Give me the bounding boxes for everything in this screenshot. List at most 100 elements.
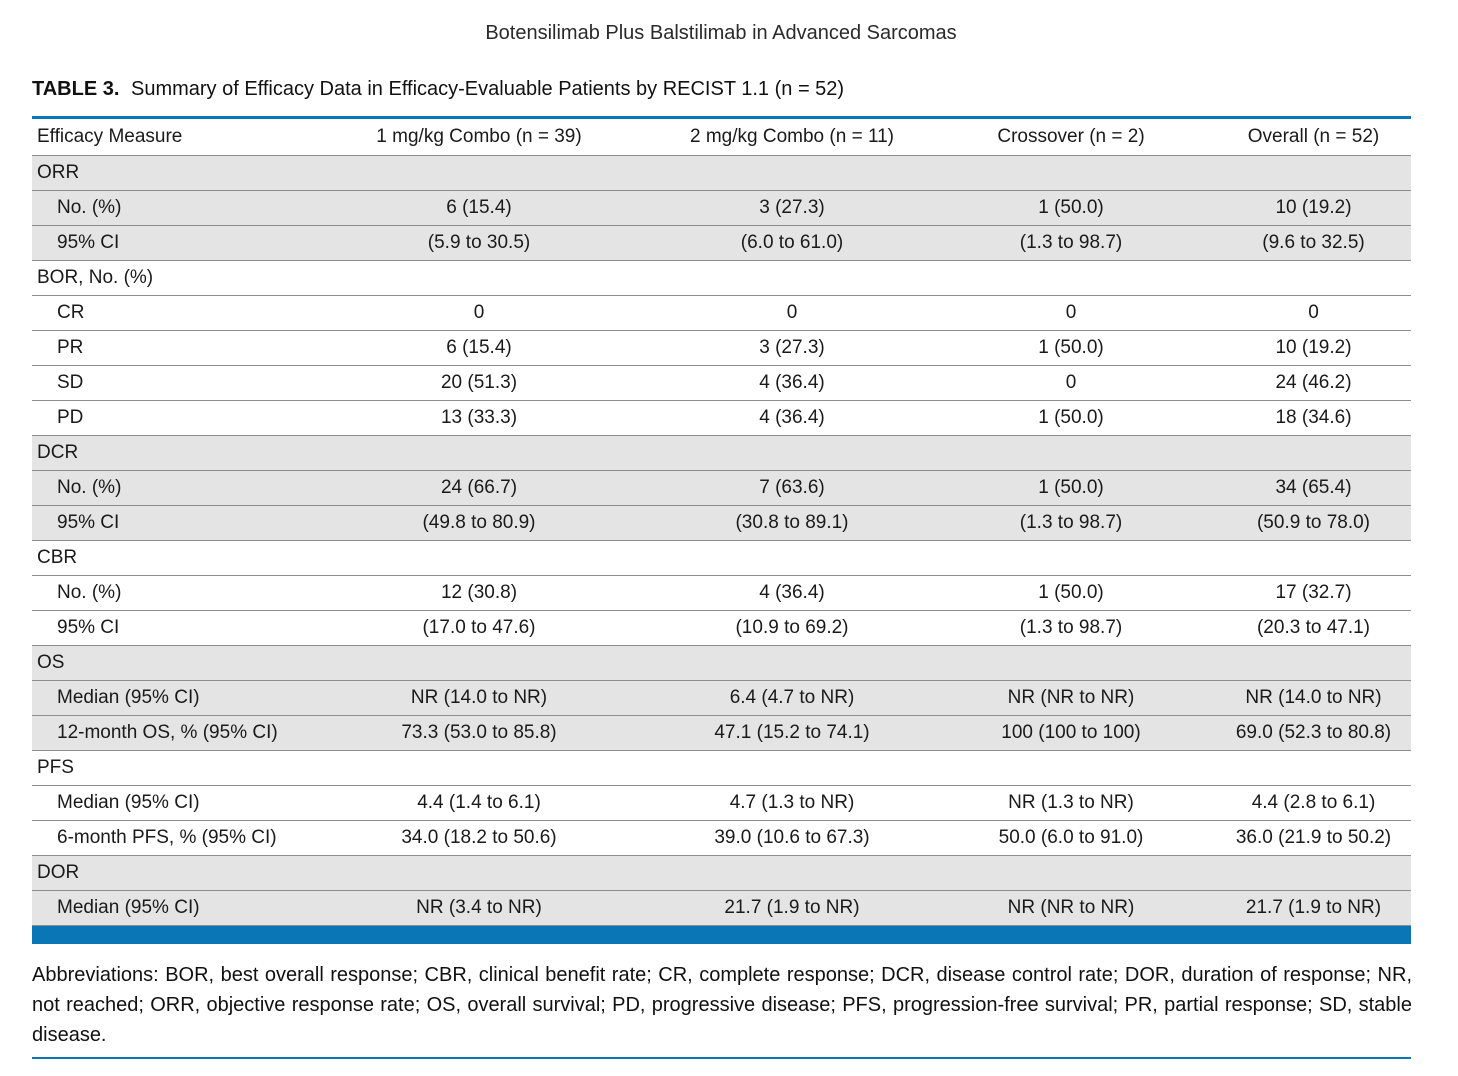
group-label: DCR xyxy=(32,435,300,471)
table-cell xyxy=(1216,855,1411,891)
group-label: DOR xyxy=(32,855,300,891)
table-row: CR 0 0 0 0 xyxy=(32,295,1411,331)
table-group-row: DCR xyxy=(32,435,1411,471)
table-cell xyxy=(658,435,926,471)
table-cell: (20.3 to 47.1) xyxy=(1216,610,1411,646)
table-cell xyxy=(300,750,658,786)
table-cell xyxy=(926,540,1216,576)
table-row: 6-month PFS, % (95% CI) 34.0 (18.2 to 50.… xyxy=(32,820,1411,856)
table-cell: 3 (27.3) xyxy=(658,190,926,226)
table-cell xyxy=(658,540,926,576)
row-label: 12-month OS, % (95% CI) xyxy=(32,715,300,751)
row-label: 95% CI xyxy=(32,610,300,646)
table-cell xyxy=(658,260,926,296)
table-cell: NR (NR to NR) xyxy=(926,680,1216,716)
table-cell: 1 (50.0) xyxy=(926,190,1216,226)
table-cell: 1 (50.0) xyxy=(926,330,1216,366)
group-label: PFS xyxy=(32,750,300,786)
table-row: Median (95% CI) NR (3.4 to NR) 21.7 (1.9 t… xyxy=(32,890,1411,926)
table-cell: 0 xyxy=(300,295,658,331)
table-cell: 24 (46.2) xyxy=(1216,365,1411,401)
table-row: No. (%) 24 (66.7) 7 (63.6) 1 (50.0) 34 (65.4… xyxy=(32,470,1411,506)
table-cell: 1 (50.0) xyxy=(926,575,1216,611)
table-group-row: PFS xyxy=(32,750,1411,786)
header-overall: Overall (n = 52) xyxy=(1216,119,1411,156)
table-cell: 7 (63.6) xyxy=(658,470,926,506)
table-cell: 3 (27.3) xyxy=(658,330,926,366)
table-cell: 13 (33.3) xyxy=(300,400,658,436)
table-cell xyxy=(926,260,1216,296)
row-label: No. (%) xyxy=(32,470,300,506)
table-cell xyxy=(658,750,926,786)
table-cell: 6 (15.4) xyxy=(300,190,658,226)
table-cell: 10 (19.2) xyxy=(1216,330,1411,366)
table-cell xyxy=(658,155,926,191)
table-cell: 1 (50.0) xyxy=(926,470,1216,506)
running-head: Botensilimab Plus Balstilimab in Advance… xyxy=(485,22,957,44)
table-row: 95% CI (17.0 to 47.6) (10.9 to 69.2) (1.3 t… xyxy=(32,610,1411,646)
table-row: Median (95% CI) NR (14.0 to NR) 6.4 (4.7 t… xyxy=(32,680,1411,716)
table-row: PD 13 (33.3) 4 (36.4) 1 (50.0) 18 (34.6) xyxy=(32,400,1411,436)
efficacy-table: Efficacy Measure 1 mg/kg Combo (n = 39) … xyxy=(32,119,1411,926)
table-cell: (6.0 to 61.0) xyxy=(658,225,926,261)
table-row: Median (95% CI) 4.4 (1.4 to 6.1) 4.7 (1.3 … xyxy=(32,785,1411,821)
table-cell: NR (3.4 to NR) xyxy=(300,890,658,926)
table-cell xyxy=(926,855,1216,891)
table-cell: (10.9 to 69.2) xyxy=(658,610,926,646)
table-group-row: CBR xyxy=(32,540,1411,576)
table-cell: 21.7 (1.9 to NR) xyxy=(1216,890,1411,926)
header-efficacy-measure: Efficacy Measure xyxy=(32,119,300,156)
table-cell xyxy=(1216,645,1411,681)
table-cell: 73.3 (53.0 to 85.8) xyxy=(300,715,658,751)
table-caption: TABLE 3. Summary of Efficacy Data in Eff… xyxy=(32,78,844,101)
table-cell xyxy=(300,435,658,471)
table-row: No. (%) 12 (30.8) 4 (36.4) 1 (50.0) 17 (32.7… xyxy=(32,575,1411,611)
row-label: 95% CI xyxy=(32,225,300,261)
table-cell: (1.3 to 98.7) xyxy=(926,505,1216,541)
table-cell: 0 xyxy=(1216,295,1411,331)
table-cell xyxy=(1216,540,1411,576)
row-label: No. (%) xyxy=(32,190,300,226)
table-cell: 20 (51.3) xyxy=(300,365,658,401)
table-cell: 50.0 (6.0 to 91.0) xyxy=(926,820,1216,856)
table-cell: 34.0 (18.2 to 50.6) xyxy=(300,820,658,856)
table-row: No. (%) 6 (15.4) 3 (27.3) 1 (50.0) 10 (19.2) xyxy=(32,190,1411,226)
group-label: CBR xyxy=(32,540,300,576)
table-cell: 17 (32.7) xyxy=(1216,575,1411,611)
row-label: SD xyxy=(32,365,300,401)
table-cell: (17.0 to 47.6) xyxy=(300,610,658,646)
row-label: No. (%) xyxy=(32,575,300,611)
row-label: Median (95% CI) xyxy=(32,890,300,926)
row-label: PD xyxy=(32,400,300,436)
table-cell: NR (1.3 to NR) xyxy=(926,785,1216,821)
table-cell: NR (14.0 to NR) xyxy=(1216,680,1411,716)
group-label: BOR, No. (%) xyxy=(32,260,300,296)
table-cell xyxy=(658,645,926,681)
efficacy-table-container: Efficacy Measure 1 mg/kg Combo (n = 39) … xyxy=(32,116,1411,944)
table-cell: (1.3 to 98.7) xyxy=(926,225,1216,261)
table-cell: 18 (34.6) xyxy=(1216,400,1411,436)
table-cell xyxy=(1216,435,1411,471)
table-row: 12-month OS, % (95% CI) 73.3 (53.0 to 85.… xyxy=(32,715,1411,751)
table-cell: NR (14.0 to NR) xyxy=(300,680,658,716)
table-cell: 10 (19.2) xyxy=(1216,190,1411,226)
table-cell: 0 xyxy=(926,295,1216,331)
table-cell xyxy=(926,435,1216,471)
table-group-row: BOR, No. (%) xyxy=(32,260,1411,296)
table-body: ORR No. (%) 6 (15.4) 3 (27.3) 1 (50.0) 10 (19… xyxy=(32,155,1411,926)
table-row: 95% CI (49.8 to 80.9) (30.8 to 89.1) (1.3 t… xyxy=(32,505,1411,541)
row-label: 6-month PFS, % (95% CI) xyxy=(32,820,300,856)
table-cell xyxy=(926,645,1216,681)
group-label: ORR xyxy=(32,155,300,191)
row-label: CR xyxy=(32,295,300,331)
table-cell: 100 (100 to 100) xyxy=(926,715,1216,751)
table-cell: NR (NR to NR) xyxy=(926,890,1216,926)
table-cell: 1 (50.0) xyxy=(926,400,1216,436)
table-header-row: Efficacy Measure 1 mg/kg Combo (n = 39) … xyxy=(32,119,1411,156)
table-cell: (50.9 to 78.0) xyxy=(1216,505,1411,541)
table-bottom-bar xyxy=(32,926,1411,944)
group-label: OS xyxy=(32,645,300,681)
table-cell xyxy=(926,155,1216,191)
table-row: 95% CI (5.9 to 30.5) (6.0 to 61.0) (1.3 to … xyxy=(32,225,1411,261)
table-cell: 36.0 (21.9 to 50.2) xyxy=(1216,820,1411,856)
